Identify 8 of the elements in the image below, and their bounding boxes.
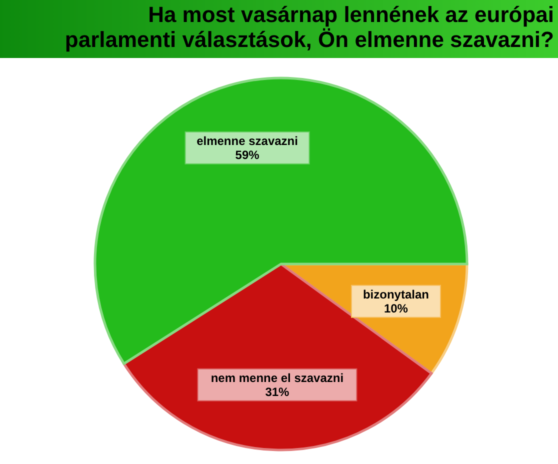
data-label: 10% [384,301,408,316]
data-label: 31% [265,384,290,399]
pie-slice [94,76,468,365]
slice-label: bizonytalan [362,287,429,302]
data-label: 59% [235,148,260,162]
slice-label: elmenne szavazni [196,134,298,148]
slice-label: nem menne el szavazni [210,370,344,385]
chart-title: Ha most vasárnap lennének az európai parlamenti választások, Ön elmenne szavazni? [64,2,554,52]
